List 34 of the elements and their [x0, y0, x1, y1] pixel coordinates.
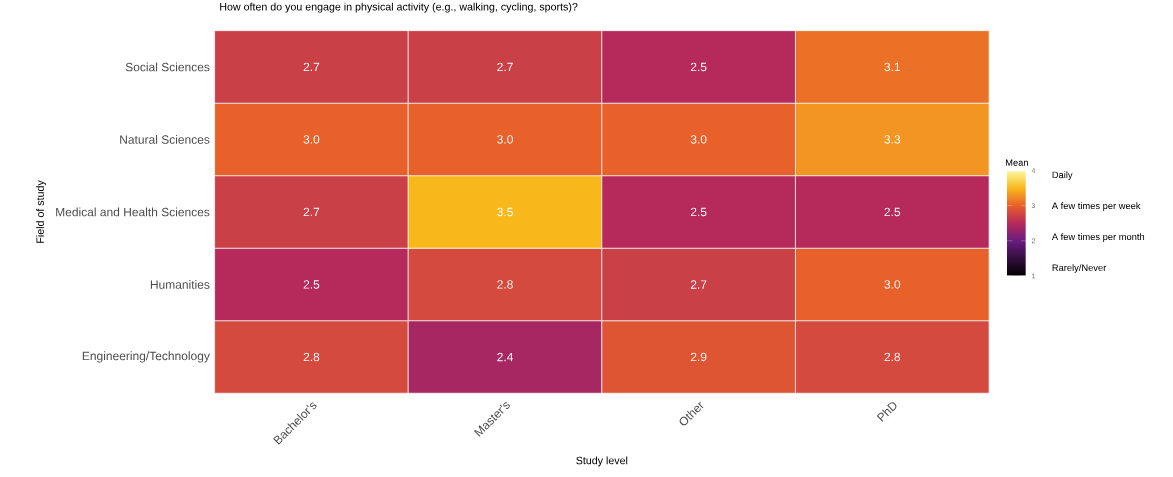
data-label: 2.4 — [497, 352, 514, 362]
data-label: 3.0 — [303, 135, 320, 144]
text: A few times per month — [1051, 233, 1145, 242]
y-tick-label: Engineering/Technology — [82, 351, 210, 363]
data-label: 2.7 — [303, 62, 320, 72]
data-label: 3.3 — [884, 135, 901, 144]
data-label: 2.5 — [690, 207, 707, 217]
y-tick-label: Humanities — [150, 279, 210, 289]
text: Daily — [1052, 171, 1073, 180]
data-label: 2.5 — [690, 62, 707, 72]
data-label: 2.8 — [884, 352, 901, 362]
x-axis-title: Study level — [576, 456, 628, 467]
data-label: 2.5 — [884, 207, 901, 217]
data-label: 3.1 — [884, 62, 900, 72]
color-bar-title: Mean — [1005, 159, 1028, 166]
text: Rarely/Never — [1052, 264, 1107, 273]
data-label: 3.0 — [497, 135, 513, 144]
data-label: 2.8 — [497, 280, 513, 289]
text: A few times per week — [1051, 202, 1141, 211]
y-tick-label: Medical and Health Sciences — [56, 207, 210, 217]
data-label: 3.0 — [690, 135, 707, 144]
y-axis-title: Field of study — [36, 180, 47, 243]
x-tick-label: PhD — [876, 402, 897, 422]
data-label: 2.8 — [303, 352, 320, 362]
data-label: 2.7 — [303, 207, 320, 217]
data-label: 2.7 — [497, 62, 513, 72]
data-label: 2.9 — [690, 352, 707, 362]
y-tick-label: Natural Sciences — [120, 134, 210, 144]
y-tick-label: Social Sciences — [125, 62, 210, 72]
data-label: 3.0 — [884, 280, 901, 289]
data-label: 2.7 — [690, 280, 707, 289]
data-label: 3.5 — [497, 207, 513, 217]
chart-title: How often do you engage in physical activity (e.g., walking, cycling, sports)? — [220, 2, 578, 13]
data-label: 2.5 — [303, 280, 320, 289]
